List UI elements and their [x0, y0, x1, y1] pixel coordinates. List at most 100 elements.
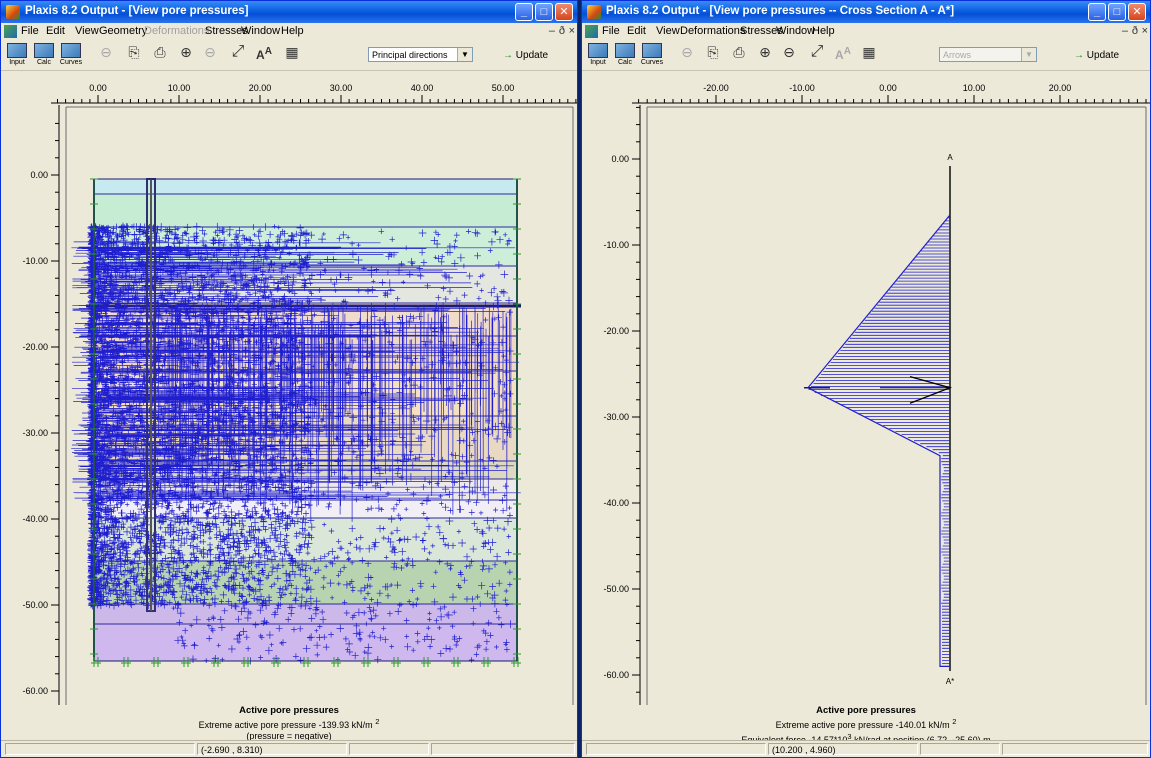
top-ruler-label: 10.00 — [963, 83, 986, 93]
mdi-minimize-icon[interactable]: – — [548, 25, 555, 37]
close-icon[interactable]: ✕ — [1128, 3, 1146, 21]
open-icon[interactable]: ⊖ — [100, 44, 112, 60]
right-window-title: Plaxis 8.2 Output - [View pore pressures… — [606, 5, 955, 17]
left-ruler-label: -10.00 — [603, 240, 629, 250]
menu-window[interactable]: Window — [241, 25, 281, 37]
right-toolbar: Input Calc Curves ⊖ ⎘ ⎙ ⊕ ⊖ ⤢ AA ▦ Arrow… — [582, 40, 1150, 71]
maximize-icon[interactable]: □ — [535, 3, 553, 21]
caption-extreme: Extreme active pore pressure -139.93 kN/… — [198, 720, 373, 730]
menu-file[interactable]: File — [602, 25, 620, 37]
menu-help[interactable]: Help — [281, 25, 304, 37]
input-button[interactable]: Input — [4, 43, 30, 67]
print-icon[interactable]: ⎙ — [154, 44, 166, 60]
left-ruler-label: -40.00 — [603, 498, 629, 508]
calc-button[interactable]: Calc — [612, 43, 638, 67]
arrow-scale-icon[interactable]: ⤢ — [231, 43, 245, 60]
caption-title: Active pore pressures — [816, 705, 916, 716]
curves-button[interactable]: Curves — [639, 43, 665, 67]
print-icon[interactable]: ⎙ — [733, 44, 745, 60]
menu-help[interactable]: Help — [812, 25, 835, 37]
right-title-bar[interactable]: Plaxis 8.2 Output - [View pore pressures… — [582, 1, 1150, 23]
menu-view[interactable]: View — [656, 25, 680, 37]
left-caption: Active pore pressures Extreme active por… — [198, 705, 380, 741]
zoom-in-icon[interactable]: ⊕ — [180, 44, 192, 60]
menu-stresses[interactable]: Stresses — [205, 25, 248, 37]
mdi-minimize-icon[interactable]: – — [1121, 25, 1128, 37]
update-arrow-icon: → — [503, 50, 513, 61]
table-icon[interactable]: ▦ — [285, 44, 299, 60]
text-size-icon[interactable]: AA — [256, 46, 272, 62]
export-icon[interactable]: ⎘ — [707, 44, 719, 60]
right-coordinate-readout: (10.200 , 4.960) — [768, 743, 918, 755]
top-ruler-label: 0.00 — [879, 83, 897, 93]
right-plot-area[interactable]: -20.00 -10.00 0.00 10.00 20.00 0.00 -10.00 -20.… — [582, 71, 1151, 705]
left-ruler-label: -30.00 — [603, 412, 629, 422]
mdi-close-icon[interactable]: × — [568, 25, 575, 37]
arrow-scale-icon[interactable]: ⤢ — [810, 43, 824, 60]
menu-deformations[interactable]: Deformations — [680, 25, 746, 37]
left-title-bar[interactable]: Plaxis 8.2 Output - [View pore pressures… — [1, 1, 577, 23]
maximize-icon[interactable]: □ — [1108, 3, 1126, 21]
mdi-close-icon[interactable]: × — [1141, 25, 1148, 37]
top-ruler-label: 10.00 — [168, 83, 191, 93]
menu-window[interactable]: Window — [776, 25, 816, 37]
soil-layer — [94, 604, 517, 624]
left-ruler-label: -60.00 — [603, 670, 629, 680]
top-ruler-label: 20.00 — [1049, 83, 1072, 93]
table-icon[interactable]: ▦ — [862, 44, 876, 60]
caption-extreme: Extreme active pore pressure -140.01 kN/… — [775, 720, 950, 730]
zoom-out-icon[interactable]: ⊖ — [204, 44, 216, 60]
menu-file[interactable]: File — [21, 25, 39, 37]
update-button[interactable]: → Update — [1074, 50, 1120, 61]
pressure-hatching — [808, 217, 950, 664]
minimize-icon[interactable]: _ — [515, 3, 533, 21]
document-icon[interactable] — [585, 25, 598, 38]
soil-layer — [94, 179, 517, 194]
minimize-icon[interactable]: _ — [1088, 3, 1106, 21]
left-output-window: Plaxis 8.2 Output - [View pore pressures… — [0, 0, 578, 758]
soil-layer — [94, 500, 517, 518]
zoom-out-icon[interactable]: ⊖ — [783, 44, 795, 60]
caption-title: Active pore pressures — [239, 705, 339, 716]
view-type-dropdown[interactable]: Principal directions ▼ — [368, 47, 473, 62]
mdi-restore-icon[interactable]: ð — [558, 25, 565, 37]
left-ruler-label: -60.00 — [22, 686, 48, 696]
view-type-dropdown[interactable]: Arrows ▼ — [939, 47, 1037, 62]
menu-view[interactable]: View — [75, 25, 99, 37]
curves-button[interactable]: Curves — [58, 43, 84, 67]
menu-stresses[interactable]: Stresses — [740, 25, 783, 37]
text-size-icon[interactable]: AA — [835, 46, 851, 62]
document-icon[interactable] — [4, 25, 17, 38]
mdi-restore-icon[interactable]: ð — [1131, 25, 1138, 37]
soil-layer — [94, 194, 517, 227]
left-ruler-label: 0.00 — [611, 154, 629, 164]
input-button[interactable]: Input — [585, 43, 611, 67]
left-menu-bar: File Edit View Geometry Deformations Str… — [1, 23, 577, 40]
menu-edit[interactable]: Edit — [627, 25, 646, 37]
open-icon[interactable]: ⊖ — [681, 44, 693, 60]
menu-geometry[interactable]: Geometry — [99, 25, 148, 37]
menu-edit[interactable]: Edit — [46, 25, 65, 37]
top-ruler-label: -20.00 — [703, 83, 729, 93]
soil-layer — [94, 624, 517, 661]
left-ruler-label: -20.00 — [22, 342, 48, 352]
close-icon[interactable]: ✕ — [555, 3, 573, 21]
plaxis-app-icon — [6, 5, 20, 19]
update-arrow-icon: → — [1074, 50, 1084, 61]
left-ruler-label: -50.00 — [22, 600, 48, 610]
left-ruler-label: -20.00 — [603, 326, 629, 336]
left-ruler-label: 0.00 — [30, 170, 48, 180]
pore-pressure-crosses — [71, 222, 521, 665]
plaxis-app-icon — [587, 5, 601, 19]
left-plot-area[interactable]: 0.00 10.00 20.00 30.00 40.00 50.00 0.00 -10.00 -… — [1, 71, 578, 705]
right-output-window: Plaxis 8.2 Output - [View pore pressures… — [581, 0, 1151, 758]
calc-button[interactable]: Calc — [31, 43, 57, 67]
menu-deformations[interactable]: Deformations — [144, 25, 210, 37]
caption-note: (pressure = negative) — [246, 731, 332, 741]
section-label-top: A — [947, 153, 953, 162]
left-ruler-label: -30.00 — [22, 428, 48, 438]
zoom-in-icon[interactable]: ⊕ — [759, 44, 771, 60]
update-button[interactable]: → Update — [503, 50, 549, 61]
top-ruler-label: 0.00 — [89, 83, 107, 93]
export-icon[interactable]: ⎘ — [128, 44, 140, 60]
